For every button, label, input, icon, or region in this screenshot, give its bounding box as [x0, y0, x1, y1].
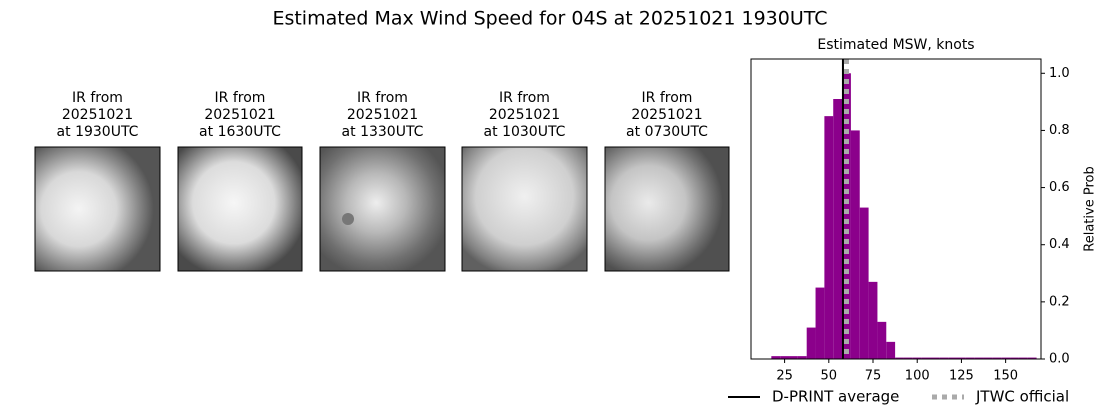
bar [833, 99, 843, 359]
bar [930, 357, 940, 359]
bar [771, 356, 781, 359]
image-caption: at 1630UTC [199, 124, 281, 140]
bar [1010, 357, 1019, 359]
bar [983, 357, 993, 359]
ir-image [604, 146, 730, 272]
y-tick-label: 0.2 [1049, 294, 1070, 309]
bar [824, 116, 834, 360]
x-tick-label: 125 [949, 369, 974, 384]
bar [850, 130, 860, 359]
plot-frame [750, 58, 1042, 360]
ir-image [34, 146, 161, 272]
bar [877, 321, 887, 359]
ir-image [319, 146, 446, 272]
bar [974, 357, 984, 359]
image-caption: IR from [215, 90, 266, 106]
chart-title: Estimated MSW, knots [817, 37, 974, 53]
image-caption: 20251021 [62, 107, 133, 123]
bar [806, 327, 816, 359]
bar [780, 356, 790, 359]
image-caption: 20251021 [347, 107, 418, 123]
ir-image [461, 146, 588, 272]
satellite-images [34, 146, 730, 272]
image-caption: at 1030UTC [484, 124, 566, 140]
x-tick-label: 25 [776, 369, 793, 384]
bar [859, 207, 869, 359]
legend-label: JTWC official [975, 388, 1069, 406]
y-tick-label: 0.0 [1049, 352, 1070, 367]
image-caption: IR from [357, 90, 408, 106]
x-tick-label: 75 [865, 369, 882, 384]
x-tick-label: 150 [993, 369, 1018, 384]
bar [965, 357, 975, 359]
legend-label: D-PRINT average [772, 388, 899, 406]
image-caption: 20251021 [631, 107, 702, 123]
y-tick-label: 0.8 [1049, 123, 1070, 138]
y-axis-label: Relative Prob [1083, 166, 1098, 251]
image-caption: IR from [499, 90, 550, 106]
histogram: D-PRINT average JTWC official 25 50 75 100 125… [728, 37, 1098, 406]
bar [886, 341, 896, 359]
bar [1018, 357, 1028, 359]
bar [948, 357, 958, 359]
figure-title: Estimated Max Wind Speed for 04S at 2025… [272, 8, 827, 30]
image-caption: at 1930UTC [57, 124, 139, 140]
y-tick-label: 1.0 [1049, 66, 1070, 81]
bar [939, 357, 949, 359]
bar [903, 357, 913, 359]
bar [1027, 357, 1037, 359]
y-tick-label: 0.6 [1049, 180, 1070, 195]
bar [921, 357, 931, 359]
image-caption: at 0730UTC [626, 124, 708, 140]
bar [815, 287, 825, 359]
x-tick-label: 100 [905, 369, 930, 384]
x-tick-label: 50 [821, 369, 838, 384]
bar [797, 356, 807, 359]
bar [842, 73, 851, 360]
image-caption: IR from [642, 90, 693, 106]
bar [789, 356, 798, 359]
bar [895, 357, 904, 359]
eye [342, 213, 354, 225]
image-caption: at 1330UTC [342, 124, 424, 140]
bar [868, 281, 878, 359]
bar [1001, 357, 1011, 359]
bar [957, 357, 966, 359]
bar [992, 357, 1002, 359]
image-caption: IR from [72, 90, 123, 106]
y-tick-label: 0.4 [1049, 237, 1070, 252]
bar [912, 357, 922, 359]
image-caption: 20251021 [204, 107, 275, 123]
image-caption: 20251021 [489, 107, 560, 123]
ir-image [177, 146, 303, 272]
